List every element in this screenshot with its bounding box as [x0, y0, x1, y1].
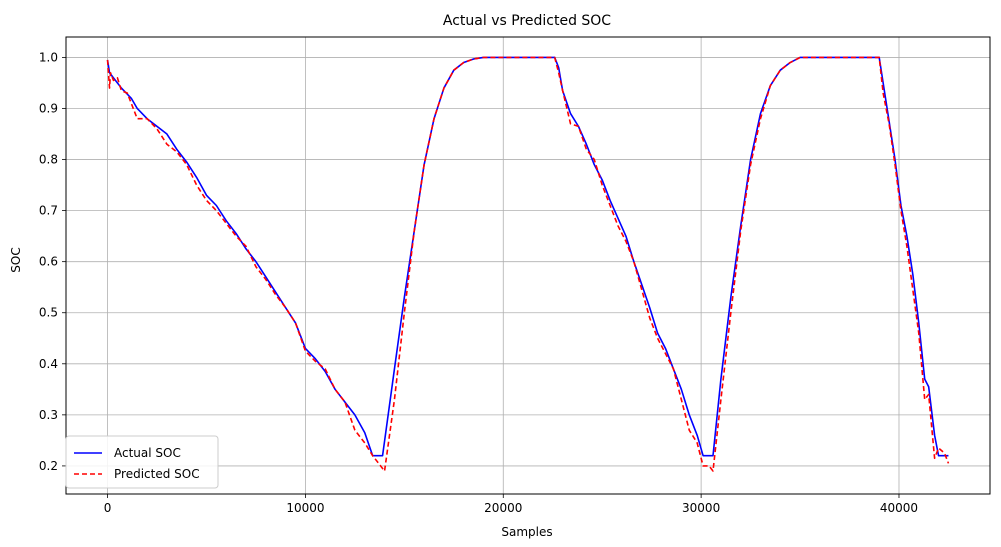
series-line-predicted-soc	[106, 56, 950, 472]
y-tick-label: 0.3	[39, 408, 58, 422]
y-tick-label: 0.4	[39, 357, 58, 371]
y-tick-label: 0.6	[39, 255, 58, 269]
y-tick-label: 0.9	[39, 101, 58, 115]
x-tick-label: 0	[104, 501, 112, 515]
y-tick-label: 0.7	[39, 204, 58, 218]
y-tick-label: 1.0	[39, 50, 58, 64]
y-tick-label: 0.5	[39, 306, 58, 320]
series-group	[106, 56, 950, 472]
x-tick-label: 20000	[484, 501, 522, 515]
plot-frame	[65, 36, 991, 495]
x-tick-label: 40000	[880, 501, 918, 515]
grid	[66, 37, 990, 494]
legend-label-actual: Actual SOC	[114, 446, 181, 460]
series-line-actual-soc	[106, 56, 949, 457]
y-tick-label: 0.8	[39, 153, 58, 167]
x-tick-label: 30000	[682, 501, 720, 515]
y-axis-label: SOC	[9, 247, 23, 272]
x-tick-label: 10000	[286, 501, 324, 515]
legend: Actual SOC Predicted SOC	[65, 435, 219, 489]
chart-title: Actual vs Predicted SOC	[443, 13, 611, 29]
legend-box	[65, 435, 219, 489]
x-axis-label: Samples	[501, 525, 552, 539]
y-tick-label: 0.2	[39, 459, 58, 473]
legend-label-predicted: Predicted SOC	[114, 467, 200, 481]
ticks: 0 10000 20000 30000 40000 0.2 0.3 0.4 0.5 0.6 0.7 0…	[39, 50, 918, 515]
